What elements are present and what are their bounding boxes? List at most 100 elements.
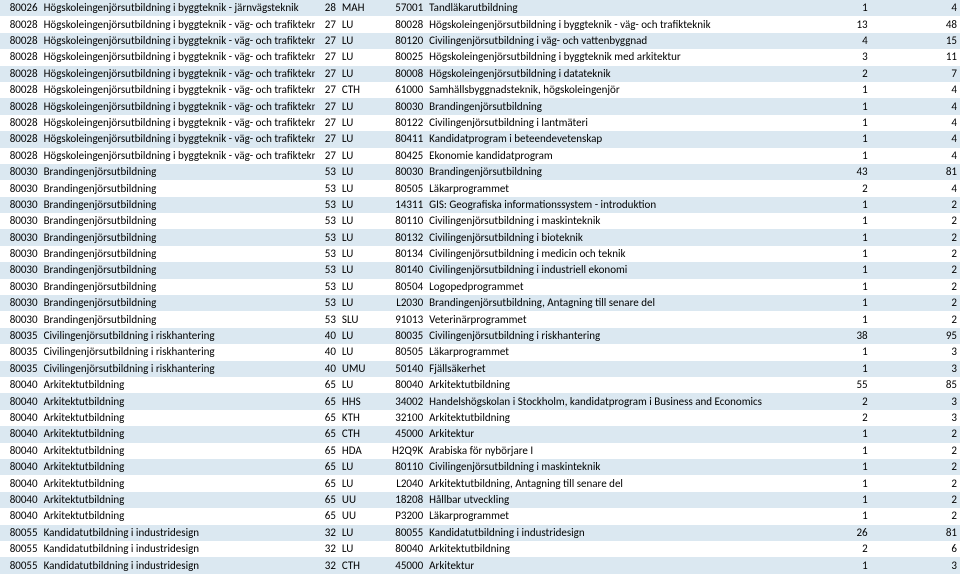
cell-inst: LU — [339, 246, 374, 262]
cell-code2: 80505 — [373, 344, 426, 360]
cell-code2: 80110 — [373, 459, 426, 475]
cell-name1: Högskoleingenjörsutbildning i byggteknik… — [41, 0, 315, 16]
cell-v2: 81 — [871, 525, 960, 541]
cell-v1: 55 — [802, 377, 871, 393]
cell-n1: 27 — [315, 148, 339, 164]
cell-code1: 80035 — [0, 328, 41, 344]
cell-name2: Läkarprogrammet — [426, 344, 801, 360]
cell-name1: Brandingenjörsutbildning — [41, 246, 315, 262]
cell-inst: LU — [339, 213, 374, 229]
cell-v2: 7 — [871, 66, 960, 82]
cell-name2: Arkitektur — [426, 426, 801, 442]
cell-name1: Högskoleingenjörsutbildning i byggteknik… — [41, 66, 315, 82]
cell-n1: 65 — [315, 475, 339, 491]
cell-v1: 2 — [802, 410, 871, 426]
cell-name1: Arkitektutbildning — [41, 492, 315, 508]
cell-v1: 1 — [802, 246, 871, 262]
cell-n1: 53 — [315, 213, 339, 229]
cell-v2: 81 — [871, 164, 960, 180]
table-row: 80028Högskoleingenjörsutbildning i byggt… — [0, 16, 960, 32]
cell-code2: 50140 — [373, 361, 426, 377]
cell-code2: 18208 — [373, 492, 426, 508]
cell-v1: 1 — [802, 197, 871, 213]
cell-name1: Brandingenjörsutbildning — [41, 279, 315, 295]
cell-code1: 80040 — [0, 377, 41, 393]
cell-code2: 80140 — [373, 262, 426, 278]
cell-name2: Civilingenjörsutbildning i bioteknik — [426, 229, 801, 245]
cell-n1: 53 — [315, 229, 339, 245]
cell-v2: 2 — [871, 475, 960, 491]
cell-v1: 1 — [802, 475, 871, 491]
cell-v2: 3 — [871, 393, 960, 409]
cell-inst: LU — [339, 328, 374, 344]
cell-v2: 95 — [871, 328, 960, 344]
cell-code2: L2030 — [373, 295, 426, 311]
cell-v1: 1 — [802, 361, 871, 377]
cell-code2: 80055 — [373, 525, 426, 541]
cell-v1: 2 — [802, 393, 871, 409]
cell-n1: 27 — [315, 33, 339, 49]
cell-code1: 80055 — [0, 557, 41, 573]
cell-name2: Brandingenjörsutbildning — [426, 98, 801, 114]
cell-v2: 4 — [871, 98, 960, 114]
cell-name2: Högskoleingenjörsutbildning i byggteknik… — [426, 49, 801, 65]
cell-inst: LU — [339, 377, 374, 393]
table-row: 80040Arkitektutbildning65LU80040Arkitekt… — [0, 377, 960, 393]
cell-n1: 65 — [315, 393, 339, 409]
cell-n1: 32 — [315, 557, 339, 573]
table-row: 80035Civilingenjörsutbildning i riskhant… — [0, 328, 960, 344]
cell-v1: 3 — [802, 49, 871, 65]
cell-name1: Brandingenjörsutbildning — [41, 213, 315, 229]
table-row: 80035Civilingenjörsutbildning i riskhant… — [0, 344, 960, 360]
cell-n1: 53 — [315, 197, 339, 213]
table-row: 80040Arkitektutbildning65UU18208Hållbar … — [0, 492, 960, 508]
cell-code2: 32100 — [373, 410, 426, 426]
cell-name1: Högskoleingenjörsutbildning i byggteknik… — [41, 115, 315, 131]
cell-name2: Veterinärprogrammet — [426, 311, 801, 327]
cell-v2: 2 — [871, 443, 960, 459]
table-body: 80026Högskoleingenjörsutbildning i byggt… — [0, 0, 960, 574]
cell-name2: Fjällsäkerhet — [426, 361, 801, 377]
cell-code2: 80035 — [373, 328, 426, 344]
cell-code2: 14311 — [373, 197, 426, 213]
cell-inst: LU — [339, 148, 374, 164]
cell-n1: 27 — [315, 98, 339, 114]
cell-name2: Civilingenjörsutbildning i industriell e… — [426, 262, 801, 278]
table-row: 80030Brandingenjörsutbildning53LU14311GI… — [0, 197, 960, 213]
cell-code1: 80030 — [0, 180, 41, 196]
cell-v1: 2 — [802, 180, 871, 196]
cell-v2: 85 — [871, 377, 960, 393]
cell-name1: Brandingenjörsutbildning — [41, 229, 315, 245]
cell-name1: Arkitektutbildning — [41, 443, 315, 459]
cell-code1: 80040 — [0, 508, 41, 524]
cell-code1: 80028 — [0, 148, 41, 164]
cell-name1: Brandingenjörsutbildning — [41, 180, 315, 196]
cell-code2: 57001 — [373, 0, 426, 16]
cell-name2: Ekonomie kandidatprogram — [426, 148, 801, 164]
cell-name1: Arkitektutbildning — [41, 508, 315, 524]
cell-code2: 45000 — [373, 426, 426, 442]
cell-n1: 65 — [315, 492, 339, 508]
cell-name2: Brandingenjörsutbildning, Antagning till… — [426, 295, 801, 311]
cell-code1: 80040 — [0, 443, 41, 459]
cell-name2: Arkitektutbildning — [426, 377, 801, 393]
cell-v1: 1 — [802, 213, 871, 229]
cell-name2: Kandidatprogram i beteendevetenskap — [426, 131, 801, 147]
table-row: 80035Civilingenjörsutbildning i riskhant… — [0, 361, 960, 377]
cell-name2: Högskoleingenjörsutbildning i byggteknik… — [426, 16, 801, 32]
cell-code1: 80030 — [0, 246, 41, 262]
cell-v2: 4 — [871, 115, 960, 131]
table-row: 80028Högskoleingenjörsutbildning i byggt… — [0, 115, 960, 131]
cell-code2: 80120 — [373, 33, 426, 49]
cell-name1: Civilingenjörsutbildning i riskhantering — [41, 328, 315, 344]
cell-code1: 80026 — [0, 0, 41, 16]
cell-n1: 65 — [315, 459, 339, 475]
cell-v2: 4 — [871, 0, 960, 16]
cell-v1: 1 — [802, 492, 871, 508]
cell-code2: 80030 — [373, 164, 426, 180]
table-row: 80028Högskoleingenjörsutbildning i byggt… — [0, 33, 960, 49]
table-row: 80028Högskoleingenjörsutbildning i byggt… — [0, 82, 960, 98]
table-row: 80030Brandingenjörsutbildning53LUL2030Br… — [0, 295, 960, 311]
cell-v2: 6 — [871, 541, 960, 557]
table-row: 80055Kandidatutbildning i industridesign… — [0, 541, 960, 557]
